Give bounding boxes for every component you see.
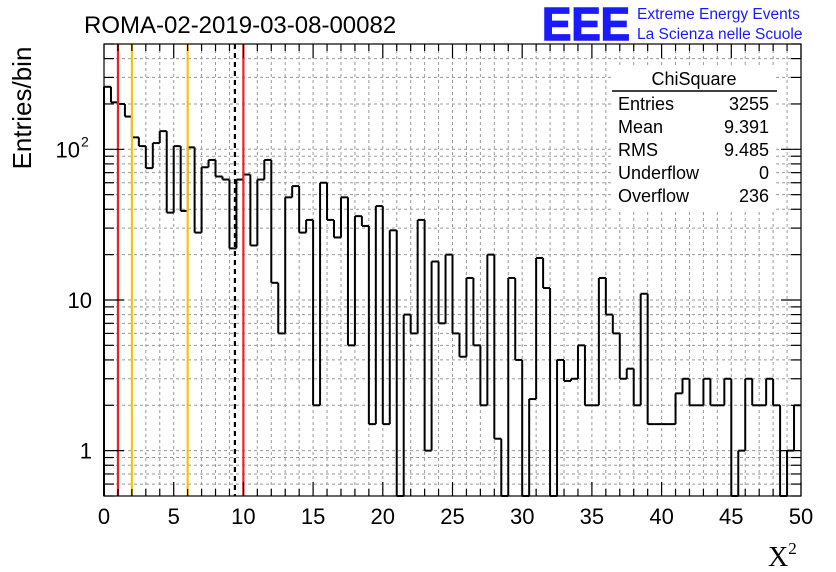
x-tick-label: 10 — [231, 504, 255, 529]
stats-row-label: Mean — [618, 117, 663, 137]
x-tick-label: 30 — [510, 504, 534, 529]
y-axis-label: Entries/bin — [7, 47, 37, 170]
eee-logo: EEE — [542, 0, 630, 50]
x-tick-label: 35 — [580, 504, 604, 529]
branding-line-2: La Scienza nelle Scuole — [637, 26, 802, 43]
x-tick-label: 15 — [301, 504, 325, 529]
stats-row-label: Entries — [618, 94, 674, 114]
reference-lines — [116, 44, 245, 496]
y-tick-label-superscript: 2 — [81, 133, 89, 149]
stats-row-value: 9.485 — [724, 140, 769, 160]
stats-row-value: 0 — [759, 163, 769, 183]
stats-row-label: Underflow — [618, 163, 700, 183]
eee-branding: EEE Extreme Energy Events La Scienza nel… — [541, 0, 802, 51]
stats-row-label: Overflow — [618, 186, 690, 206]
x-tick-labels: 0 5 10 15 20 25 30 35 40 45 50 — [98, 504, 813, 529]
axis-ticks — [103, 43, 802, 497]
x-tick-label: 45 — [719, 504, 743, 529]
y-tick-label: 10 — [68, 288, 92, 313]
x-axis-label: X2 — [768, 539, 797, 572]
x-tick-label: 40 — [649, 504, 673, 529]
x-tick-label: 20 — [371, 504, 395, 529]
stats-rows: Entries 3255 Mean 9.391 RMS 9.485 Underflow 0 Ov… — [618, 94, 769, 206]
x-tick-label: 5 — [168, 504, 180, 529]
stats-row-value: 9.391 — [724, 117, 769, 137]
branding-line-1: Extreme Energy Events — [637, 6, 800, 23]
stats-row-value: 236 — [739, 186, 769, 206]
x-axis-label-base: X — [768, 542, 788, 572]
x-tick-label: 25 — [440, 504, 464, 529]
x-tick-label: 0 — [98, 504, 110, 529]
x-tick-label: 50 — [789, 504, 813, 529]
stats-row-value: 3255 — [729, 94, 769, 114]
y-tick-label: 10 — [56, 137, 80, 162]
chart-title: ROMA-02-2019-03-08-00082 — [84, 12, 396, 39]
x-axis-label-superscript: 2 — [788, 539, 797, 558]
stats-box: ChiSquare Entries 3255 Mean 9.391 RMS 9.485 Un… — [612, 68, 777, 210]
stats-box-title: ChiSquare — [651, 69, 736, 89]
stats-row-label: RMS — [618, 140, 658, 160]
y-tick-label: 1 — [80, 439, 92, 464]
